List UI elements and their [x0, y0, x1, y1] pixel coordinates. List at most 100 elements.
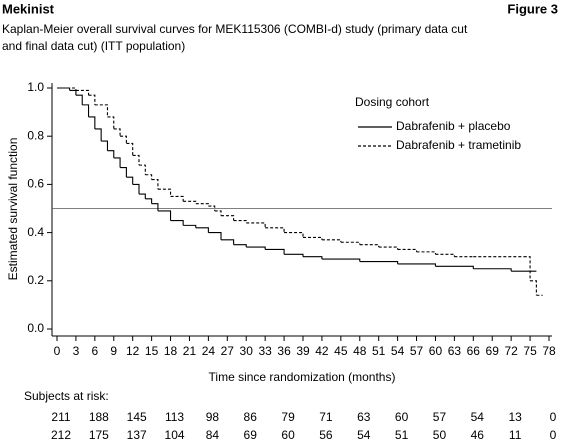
survival-step [107, 150, 115, 158]
x-tick-label: 39 [296, 344, 310, 358]
x-tick-label: 33 [258, 344, 272, 358]
x-tick-label: 48 [353, 344, 367, 358]
survival-step [151, 203, 159, 211]
x-tick-label: 78 [542, 344, 556, 358]
survival-step [75, 89, 90, 96]
survival-step [321, 258, 361, 262]
survival-step [359, 260, 399, 264]
survival-step [233, 220, 247, 223]
risk-count: 50 [433, 428, 447, 442]
chart-title: and final data cut) (ITT population) [2, 39, 185, 53]
survival-step [75, 94, 83, 105]
survival-step [246, 246, 266, 250]
y-tick-label: 0.2 [27, 273, 44, 287]
survival-step [340, 241, 361, 245]
survival-step [195, 203, 209, 207]
x-tick-label: 66 [467, 344, 481, 358]
y-axis-label: Estimated survival function [6, 138, 20, 281]
survival-step [435, 253, 455, 257]
x-tick-label: 27 [221, 344, 235, 358]
x-tick-label: 63 [448, 344, 462, 358]
x-tick-label: 42 [315, 344, 329, 358]
survival-step [145, 198, 153, 204]
survival-step [132, 154, 140, 166]
risk-count: 54 [471, 410, 485, 424]
survival-step [321, 239, 342, 243]
survival-step [107, 116, 115, 129]
survival-step [69, 89, 77, 96]
survival-step [139, 193, 146, 199]
survival-step [473, 268, 512, 272]
x-axis-label: Time since randomization (months) [209, 370, 396, 384]
survival-step [523, 256, 531, 281]
survival-step [88, 116, 96, 129]
risk-table-title: Subjects at risk: [24, 389, 109, 403]
x-tick-label: 75 [523, 344, 537, 358]
survival-step [151, 179, 159, 190]
survival-step [530, 280, 537, 296]
survival-step [94, 104, 109, 117]
risk-count: 188 [89, 410, 109, 424]
survival-step [57, 87, 77, 91]
risk-count: 60 [395, 410, 409, 424]
survival-step [208, 232, 222, 240]
x-tick-label: 51 [372, 344, 386, 358]
figure-label: Figure 3 [507, 1, 558, 16]
risk-count: 51 [395, 428, 409, 442]
x-tick-label: 18 [164, 344, 178, 358]
risk-count: 0 [550, 410, 557, 424]
y-tick-label: 0.4 [27, 225, 44, 239]
survival-step [208, 205, 216, 211]
survival-step [214, 210, 222, 216]
risk-count: 54 [357, 428, 371, 442]
x-tick-label: 9 [110, 344, 117, 358]
survival-step [397, 248, 418, 252]
x-tick-label: 3 [73, 344, 80, 358]
x-tick-label: 45 [334, 344, 348, 358]
risk-count: 0 [550, 428, 557, 442]
risk-count: 175 [89, 428, 109, 442]
survival-step [284, 232, 304, 238]
survival-step [120, 135, 127, 144]
risk-count: 79 [281, 410, 295, 424]
y-tick-label: 1.0 [27, 80, 44, 94]
survival-step [246, 222, 266, 228]
survival-step [435, 265, 474, 269]
risk-count: 84 [206, 428, 220, 442]
survival-step [359, 244, 380, 248]
risk-count: 63 [357, 410, 371, 424]
survival-step [157, 188, 172, 197]
survival-step [183, 200, 197, 204]
x-tick-label: 21 [183, 344, 197, 358]
survival-step [120, 166, 127, 178]
survival-step [126, 142, 134, 156]
risk-count: 137 [127, 428, 147, 442]
x-tick-label: 15 [145, 344, 159, 358]
survival-step [265, 227, 285, 233]
survival-step [170, 220, 184, 226]
risk-count: 212 [51, 428, 71, 442]
survival-step [126, 176, 134, 185]
x-tick-label: 30 [240, 344, 254, 358]
survival-step [157, 210, 172, 221]
risk-count: 13 [508, 410, 522, 424]
survival-step [284, 253, 304, 257]
risk-count: 71 [319, 410, 333, 424]
survival-step [183, 224, 197, 228]
x-tick-label: 24 [202, 344, 216, 358]
risk-count: 113 [165, 410, 184, 424]
survival-step [416, 251, 437, 255]
risk-count: 211 [51, 410, 70, 424]
risk-count: 145 [127, 410, 147, 424]
x-tick-label: 0 [54, 344, 61, 358]
survival-step [139, 164, 146, 175]
risk-count: 60 [281, 428, 295, 442]
survival-step [233, 244, 247, 248]
survival-step [303, 236, 323, 240]
x-tick-label: 60 [429, 344, 443, 358]
survival-step [195, 227, 209, 233]
survival-step [82, 104, 90, 117]
survival-step [132, 183, 140, 195]
risk-count: 57 [433, 410, 447, 424]
y-tick-label: 0.8 [27, 128, 44, 142]
